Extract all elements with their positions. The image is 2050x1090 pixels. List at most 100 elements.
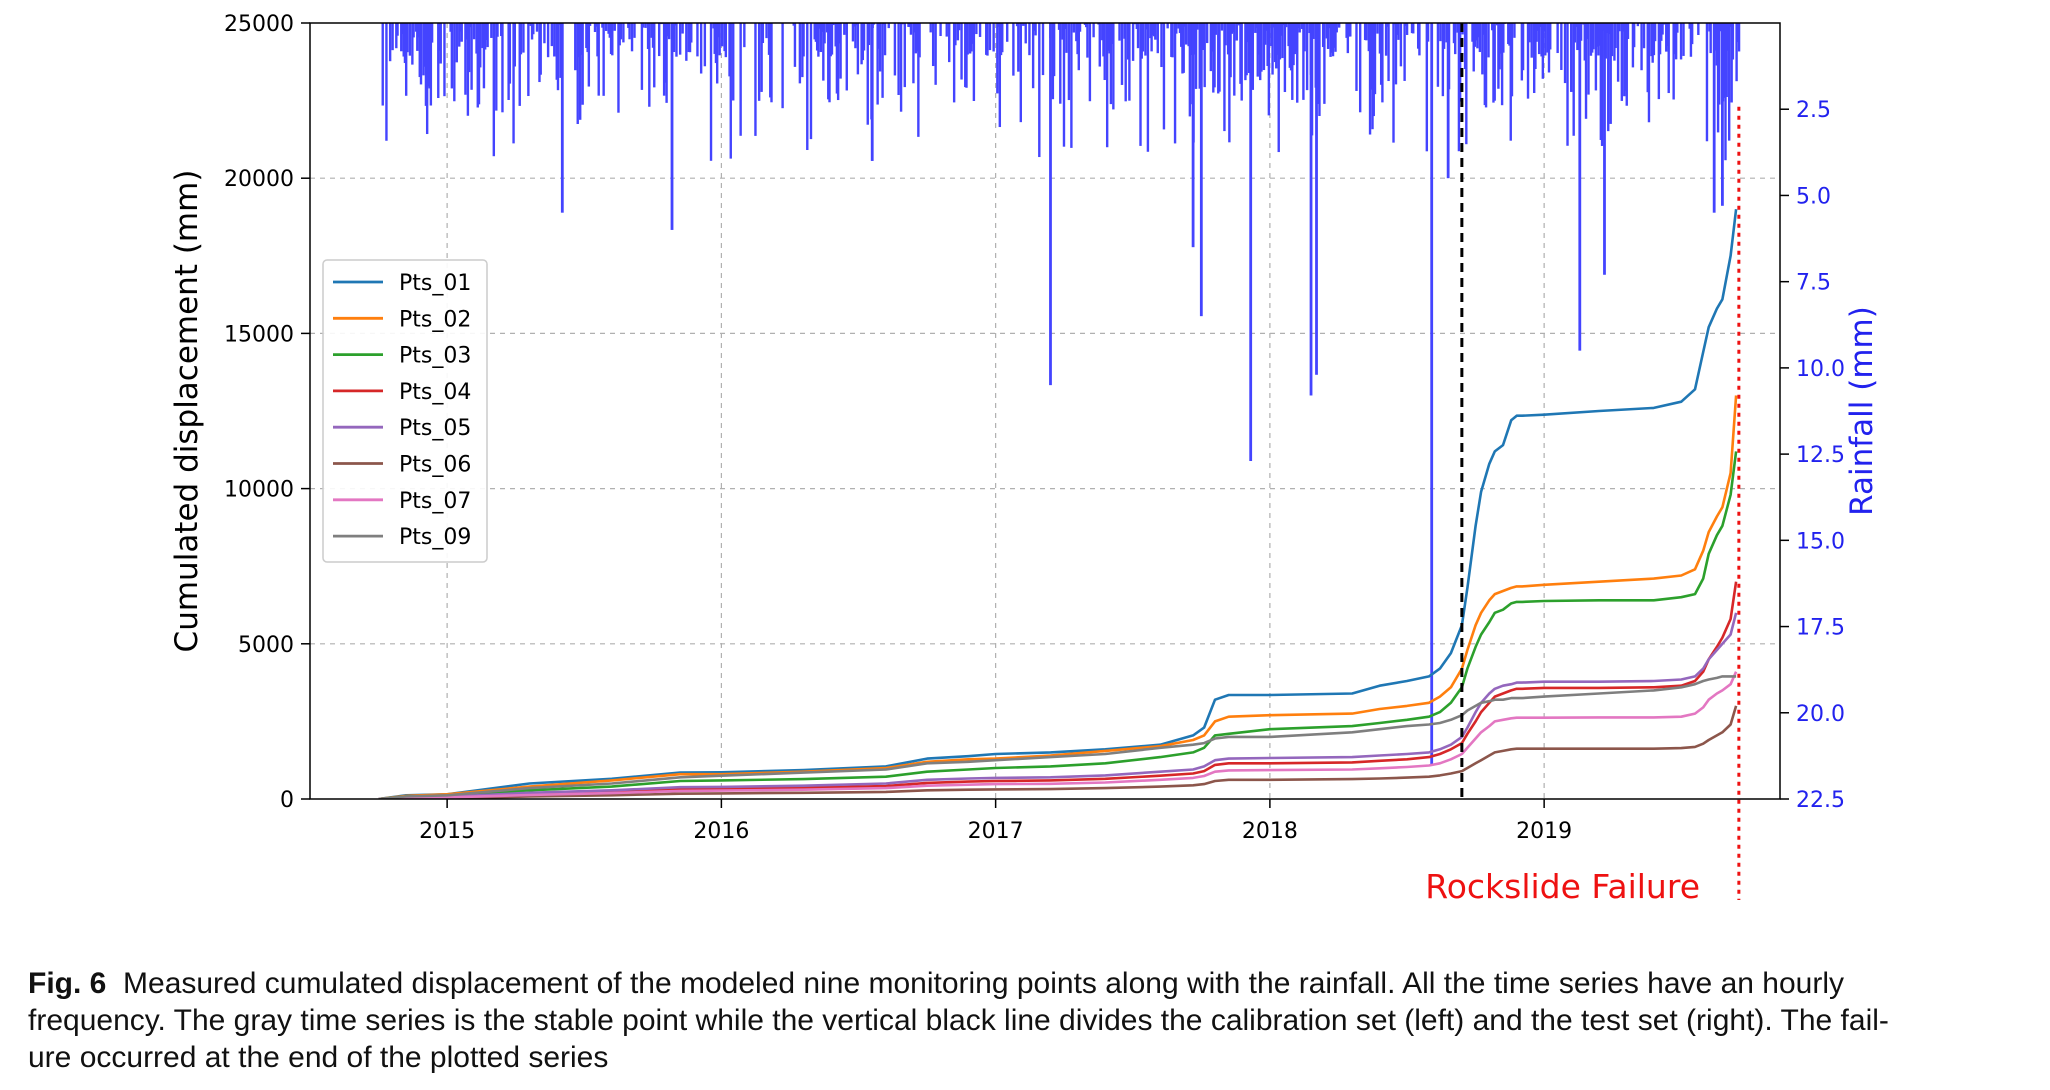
rainfall-bar: [1057, 23, 1061, 30]
rainfall-bar: [968, 23, 972, 54]
rainfall-bar: [1370, 23, 1373, 90]
rainfall-bar: [1672, 23, 1675, 100]
rainfall-bar: [1442, 23, 1446, 49]
rainfall-bar: [1736, 23, 1740, 43]
rainfall-bar: [685, 23, 688, 61]
rainfall-bar: [1072, 23, 1076, 33]
rainfall-bar: [618, 23, 621, 46]
rainfall-bar: [580, 23, 583, 55]
y2-tick-label: 5.0: [1796, 184, 1831, 209]
rainfall-bar: [622, 23, 625, 43]
rainfall-bar: [793, 23, 797, 67]
rainfall-bar: [1724, 23, 1727, 161]
rainfall-bar: [1326, 23, 1330, 49]
rainfall-bar: [1397, 23, 1400, 40]
rainfall-bar: [1396, 23, 1399, 35]
rainfall-bar: [798, 23, 802, 84]
y2-tick-label: 17.5: [1796, 616, 1845, 641]
rainfall-bar: [802, 23, 805, 57]
rainfall-bar: [1107, 23, 1110, 51]
rainfall-bar: [1196, 23, 1199, 30]
rainfall-bar: [792, 23, 795, 26]
rainfall-bar: [1101, 23, 1104, 41]
rainfall-bar: [1592, 23, 1595, 50]
rainfall-bar: [931, 23, 935, 67]
rainfall-bar: [513, 23, 516, 67]
rainfall-bar: [1151, 23, 1155, 36]
rainfall-bar: [1217, 23, 1220, 94]
rainfall-bar: [1689, 23, 1693, 57]
rainfall-bar: [1445, 23, 1448, 43]
rainfall-bar: [1667, 23, 1670, 94]
rainfall-bar: [417, 23, 420, 38]
rainfall-bar: [1246, 23, 1250, 43]
rainfall-bar: [1226, 23, 1230, 55]
rainfall-bar: [862, 23, 866, 51]
rainfall-bar: [1019, 23, 1022, 123]
rainfall-bar: [1682, 23, 1685, 56]
rainfall-bar: [971, 23, 974, 44]
rainfall-bar: [1212, 23, 1215, 93]
rainfall-bar: [1110, 23, 1114, 44]
rainfall-bar: [422, 23, 425, 76]
caption-line-3: ure occurred at the end of the plotted s…: [28, 1041, 609, 1074]
rainfall-bar: [1287, 23, 1290, 47]
rainfall-bar: [817, 23, 820, 57]
rainfall-bar: [934, 23, 937, 85]
rainfall-bar: [1012, 23, 1015, 76]
rainfall-bar: [690, 23, 693, 43]
rainfall-bar: [1599, 23, 1603, 140]
rainfall-bar: [1530, 23, 1533, 58]
rainfall-bar: [957, 23, 961, 31]
rainfall-bar: [1171, 23, 1174, 58]
rainfall-bar: [843, 23, 846, 35]
rainfall-bar: [1544, 23, 1547, 56]
rainfall-bar: [1098, 23, 1101, 67]
rainfall-bar: [1723, 23, 1726, 98]
rainfall-bar: [1526, 23, 1530, 99]
rainfall-bar: [1474, 23, 1478, 41]
rainfall-bar: [492, 23, 496, 157]
rainfall-bar: [1358, 23, 1362, 113]
rainfall-bar: [1584, 23, 1588, 119]
rainfall-bar: [1600, 23, 1604, 146]
rainfall-bar: [696, 23, 699, 57]
rainfall-bar: [1549, 23, 1552, 50]
rainfall-bar: [1347, 23, 1351, 37]
rainfall-bar: [1187, 23, 1190, 47]
rainfall-bar: [558, 23, 561, 25]
rainfall-bar: [1536, 23, 1540, 31]
y2-axis-ticks: 2.5 5.0 7.5 10.0 12.5 15.0 17.5 20.0 22.5: [1780, 98, 1845, 813]
rainfall-bar: [490, 23, 493, 38]
rainfall-bar: [1598, 23, 1601, 46]
rainfall-bar: [1328, 23, 1331, 29]
rainfall-bar: [1418, 23, 1421, 56]
rainfall-bar: [406, 23, 409, 53]
rainfall-bar: [1136, 23, 1140, 49]
y-tick-label: 25000: [224, 12, 294, 37]
rainfall-bar: [449, 23, 452, 32]
rainfall-bar: [1288, 23, 1292, 68]
rainfall-bar: [1658, 23, 1662, 55]
rainfall-bar: [1154, 23, 1157, 40]
rainfall-bar: [1574, 23, 1578, 27]
rainfall-bar: [437, 23, 440, 99]
rainfall-bar: [1412, 23, 1415, 34]
rainfall-bar: [1436, 23, 1440, 87]
rainfall-bar: [518, 23, 521, 106]
legend-box: [322, 259, 488, 563]
rainfall-bar: [703, 23, 707, 67]
rainfall-bar: [823, 23, 826, 44]
rainfall-bar: [1725, 23, 1728, 98]
rainfall-bar: [467, 23, 471, 73]
rainfall-bar: [1426, 23, 1430, 42]
rainfall-bar: [1198, 23, 1201, 89]
rainfall-bar: [1131, 23, 1135, 61]
rainfall-bar: [1540, 23, 1543, 57]
rainfall-bar: [1589, 23, 1593, 56]
rainfall-bar: [1731, 23, 1735, 60]
rainfall-bar: [828, 23, 831, 103]
rainfall-bar: [878, 23, 882, 72]
legend-entry: Pts_07: [399, 489, 471, 514]
rainfall-bar: [1135, 23, 1139, 29]
